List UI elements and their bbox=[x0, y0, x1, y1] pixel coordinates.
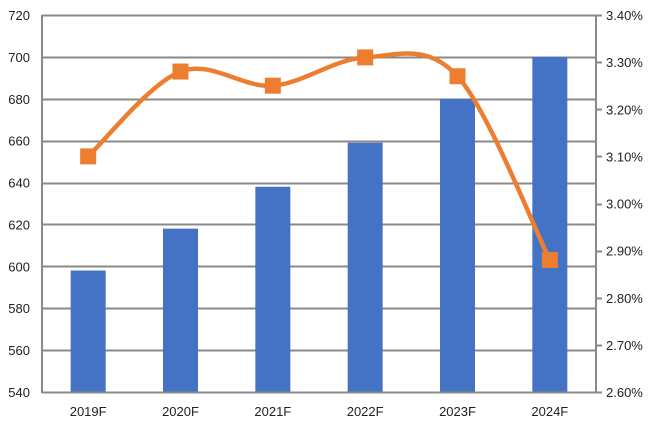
bar-series bbox=[70, 56, 568, 393]
x-axis-label: 2022F bbox=[347, 404, 384, 419]
bar-2022F bbox=[347, 142, 383, 392]
right-axis-label: 3.10% bbox=[606, 149, 643, 164]
left-axis-labels: 720 700 680 660 640 620 600 580 560 540 bbox=[8, 8, 30, 400]
left-axis-label: 600 bbox=[8, 259, 30, 274]
bar-2020F bbox=[163, 228, 198, 392]
line-marker-2023F bbox=[449, 68, 466, 85]
line-marker-2022F bbox=[357, 49, 374, 66]
line-marker-2021F bbox=[264, 77, 281, 94]
left-axis-label: 720 bbox=[8, 8, 30, 23]
x-axis-labels: 2019F 2020F 2021F 2022F 2023F 2024F bbox=[70, 404, 569, 419]
right-axis-labels: 3.40% 3.30% 3.20% 3.10% 3.00% 2.90% 2.80% 2.70%… bbox=[606, 8, 643, 400]
right-axis-label: 3.40% bbox=[606, 8, 643, 23]
bar-2023F bbox=[440, 98, 475, 393]
left-axis-label: 620 bbox=[8, 217, 30, 232]
line-series bbox=[80, 49, 558, 269]
right-axis-label: 2.90% bbox=[606, 244, 643, 259]
bar-2024F bbox=[532, 56, 568, 393]
left-axis-label: 640 bbox=[8, 176, 30, 191]
bar-2021F bbox=[255, 186, 291, 392]
left-axis-label: 700 bbox=[8, 50, 30, 65]
right-axis-label: 2.80% bbox=[606, 291, 643, 306]
right-axis-label: 2.70% bbox=[606, 338, 643, 353]
right-axis-label: 3.30% bbox=[606, 55, 643, 70]
line-marker-2020F bbox=[172, 63, 189, 80]
left-axis-label: 580 bbox=[8, 301, 30, 316]
right-axis-label: 3.00% bbox=[606, 197, 643, 212]
left-axis-label: 540 bbox=[8, 385, 30, 400]
x-axis-label: 2020F bbox=[162, 404, 199, 419]
right-axis-label: 2.60% bbox=[606, 385, 643, 400]
x-axis-label: 2023F bbox=[439, 404, 476, 419]
axes bbox=[41, 14, 602, 394]
line-marker-2024F bbox=[541, 252, 558, 269]
right-axis-label: 3.20% bbox=[606, 102, 643, 117]
x-axis-label: 2024F bbox=[531, 404, 568, 419]
x-axis-label: 2019F bbox=[70, 404, 107, 419]
left-axis-label: 660 bbox=[8, 134, 30, 149]
x-axis-label: 2021F bbox=[254, 404, 291, 419]
left-axis-label: 680 bbox=[8, 92, 30, 107]
bar-2019F bbox=[70, 270, 106, 392]
left-axis-label: 560 bbox=[8, 343, 30, 358]
growth-line bbox=[85, 51, 553, 263]
line-marker-2019F bbox=[80, 148, 97, 165]
